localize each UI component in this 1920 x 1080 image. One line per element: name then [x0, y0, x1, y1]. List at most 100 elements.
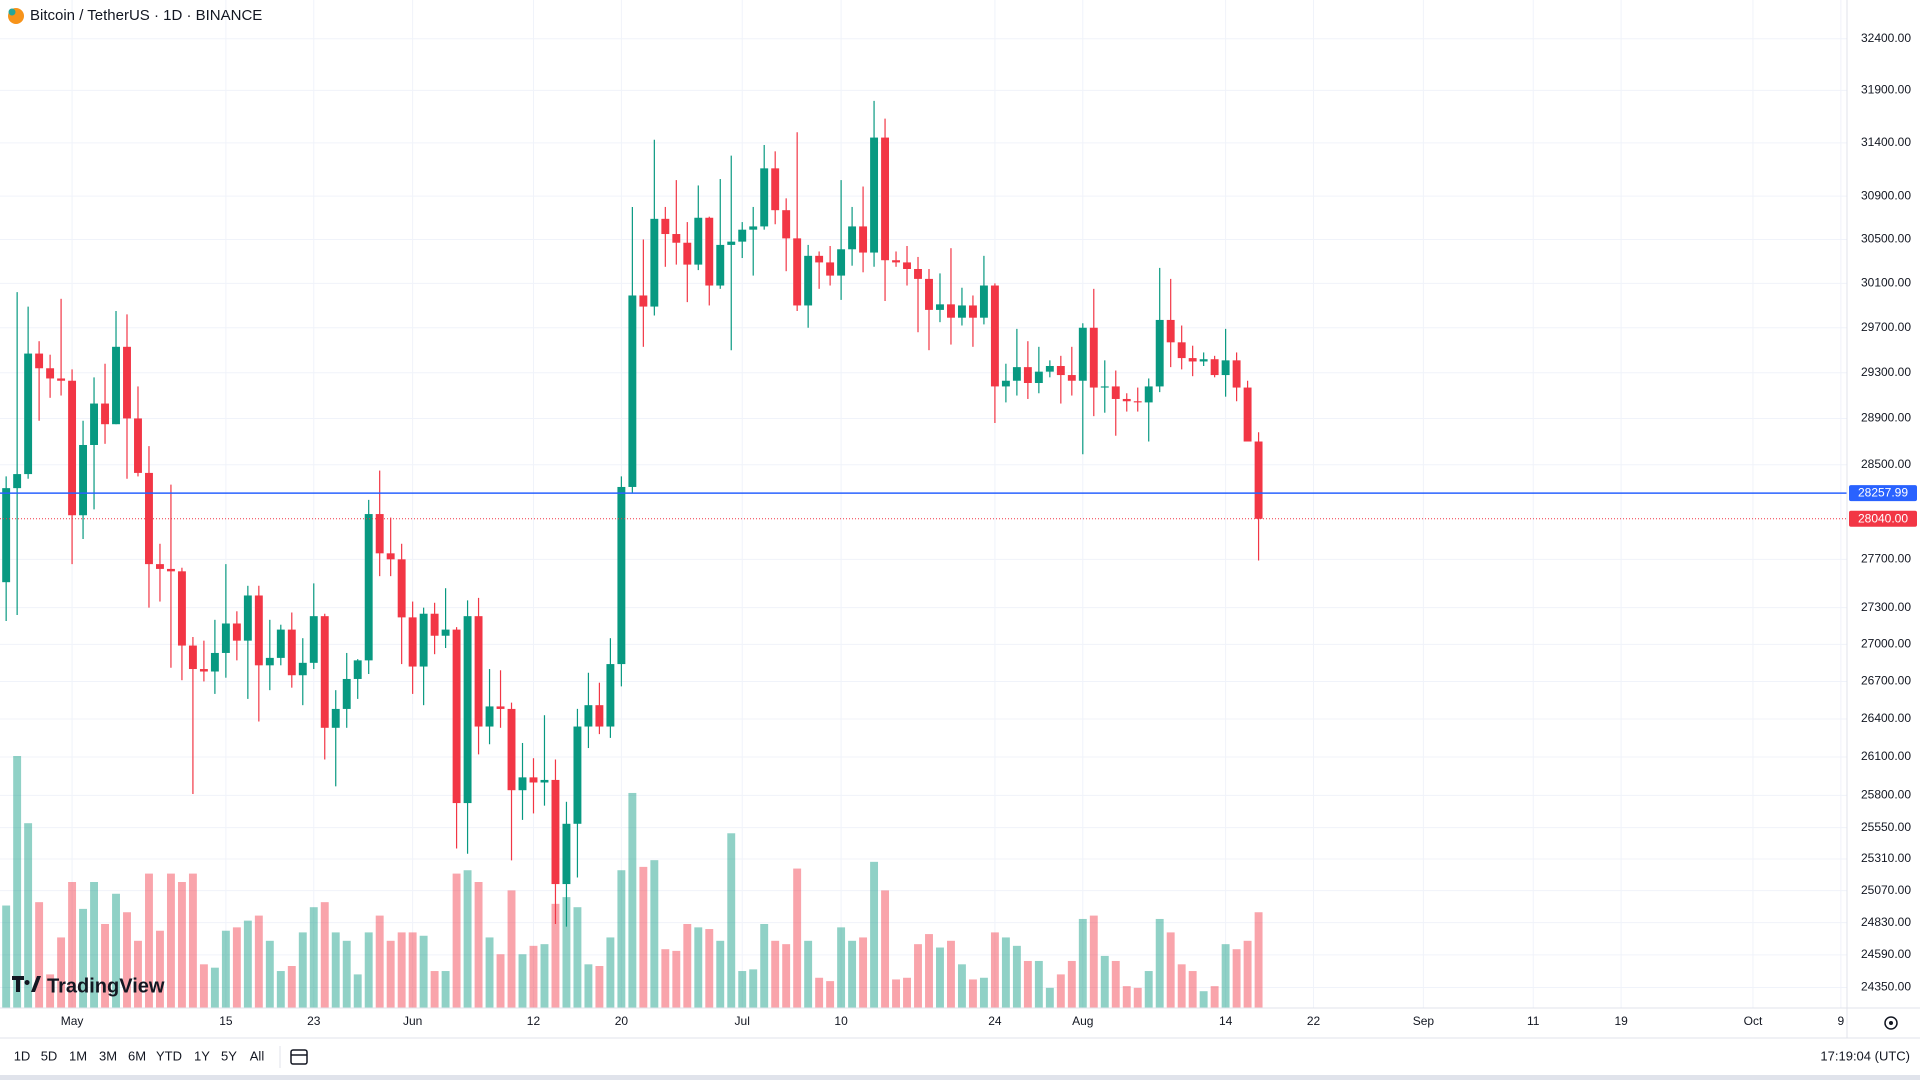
candle-body: [101, 403, 109, 425]
volume-bar: [1111, 960, 1120, 1008]
volume-bar: [13, 756, 22, 1008]
volume-bar: [1012, 945, 1021, 1008]
volume-bar: [353, 974, 362, 1008]
range-button[interactable]: 5D: [41, 1048, 58, 1063]
candle-body: [661, 218, 670, 235]
y-tick-label: 28900.00: [1861, 411, 1911, 425]
candle-body: [123, 346, 131, 419]
volume-bar: [1166, 932, 1175, 1008]
y-tick-label: 26100.00: [1861, 749, 1911, 763]
volume-bar: [331, 932, 340, 1008]
price-label: 28040.00: [1858, 511, 1908, 525]
volume-bar: [551, 903, 560, 1008]
x-tick-label: 9: [1838, 1014, 1845, 1028]
gear-center: [1889, 1021, 1893, 1025]
x-tick-label: 14: [1219, 1014, 1233, 1028]
range-button[interactable]: 5Y: [221, 1048, 237, 1063]
candle-body: [562, 823, 571, 885]
settings-icon[interactable]: [1884, 1016, 1898, 1030]
volume-bar: [441, 971, 450, 1008]
candle-body: [968, 305, 977, 318]
candle-body: [957, 305, 966, 318]
volume-bar: [46, 974, 55, 1008]
candle-body: [990, 285, 999, 387]
range-button[interactable]: All: [250, 1048, 265, 1063]
volume-bar: [540, 944, 549, 1008]
range-button[interactable]: 1Y: [194, 1048, 210, 1063]
range-button[interactable]: 3M: [99, 1048, 117, 1063]
candle-body: [1001, 380, 1010, 387]
candle-body: [57, 378, 66, 381]
candle-body: [628, 295, 637, 487]
volume-bar: [749, 969, 758, 1008]
volume-bar: [79, 908, 88, 1008]
volume-bar: [320, 902, 329, 1008]
candle-body: [760, 168, 769, 227]
candle-body: [375, 514, 384, 554]
volume-bar: [1155, 918, 1164, 1008]
volume-bar: [463, 870, 472, 1008]
candle-body: [364, 514, 373, 661]
time-axis: May 15 23 Jun 12 20 Jul 10 24 Aug 14 22 Sep 11 19 Oct 9: [61, 1014, 1845, 1028]
volume-bar: [1243, 940, 1252, 1008]
volume-bar: [683, 924, 692, 1008]
range-button[interactable]: YTD: [156, 1048, 182, 1063]
volume-bar: [112, 893, 120, 1008]
x-tick-label: 20: [615, 1014, 629, 1028]
candle-body: [1045, 365, 1054, 372]
candle-body: [276, 629, 285, 658]
candle-body: [507, 708, 516, 791]
y-tick-label: 25070.00: [1861, 883, 1911, 897]
candle-body: [419, 613, 428, 667]
volume-bar: [57, 937, 66, 1008]
volume-bar: [507, 890, 516, 1008]
range-button[interactable]: 1M: [69, 1048, 87, 1063]
candle-body: [606, 664, 615, 727]
date-range-button[interactable]: [290, 1049, 308, 1065]
volume-bar: [936, 947, 944, 1008]
y-tick-label: 31900.00: [1861, 83, 1911, 97]
x-tick-label: 24: [988, 1014, 1002, 1028]
volume-bar: [177, 882, 186, 1008]
volume-bar: [298, 932, 307, 1008]
volume-bar: [1177, 964, 1186, 1008]
volume-bar: [1056, 974, 1065, 1008]
volume-bar: [925, 934, 933, 1008]
range-button[interactable]: 6M: [128, 1048, 146, 1063]
volume-bar: [408, 932, 417, 1008]
x-tick-label: Oct: [1744, 1014, 1763, 1028]
volume-bar: [584, 964, 593, 1008]
volume-bar: [1023, 960, 1032, 1008]
volume-bar: [672, 950, 681, 1008]
candle-body: [1089, 327, 1098, 388]
y-tick-label: 29700.00: [1861, 320, 1911, 334]
candle-body: [1144, 386, 1153, 403]
x-tick-label: Aug: [1072, 1014, 1093, 1028]
candle-body: [1111, 386, 1120, 399]
volume-bar: [276, 971, 285, 1008]
volume-bar: [342, 940, 351, 1008]
volume-bar: [452, 873, 461, 1008]
volume-bar: [738, 971, 747, 1008]
y-tick-label: 30900.00: [1861, 188, 1911, 202]
volume-bar: [221, 930, 230, 1008]
candle-body: [397, 559, 406, 618]
range-button[interactable]: 1D: [14, 1048, 31, 1063]
grid: [0, 0, 1847, 1008]
candle-body: [46, 368, 55, 379]
volume-bar: [968, 979, 977, 1008]
candle-body: [221, 623, 230, 653]
x-tick-label: 12: [527, 1014, 541, 1028]
volume-bar: [1067, 960, 1076, 1008]
candle-body: [979, 285, 988, 318]
x-tick-label: Jul: [735, 1014, 750, 1028]
candle-body: [1166, 319, 1175, 343]
candle-body: [848, 226, 857, 250]
candle-body: [156, 564, 164, 569]
volume-bar: [771, 940, 780, 1008]
symbol-header[interactable]: Bitcoin / TetherUS · 1D · BINANCE: [8, 7, 262, 24]
candle-body: [925, 278, 933, 310]
symbol-title: Bitcoin / TetherUS · 1D · BINANCE: [30, 7, 262, 24]
